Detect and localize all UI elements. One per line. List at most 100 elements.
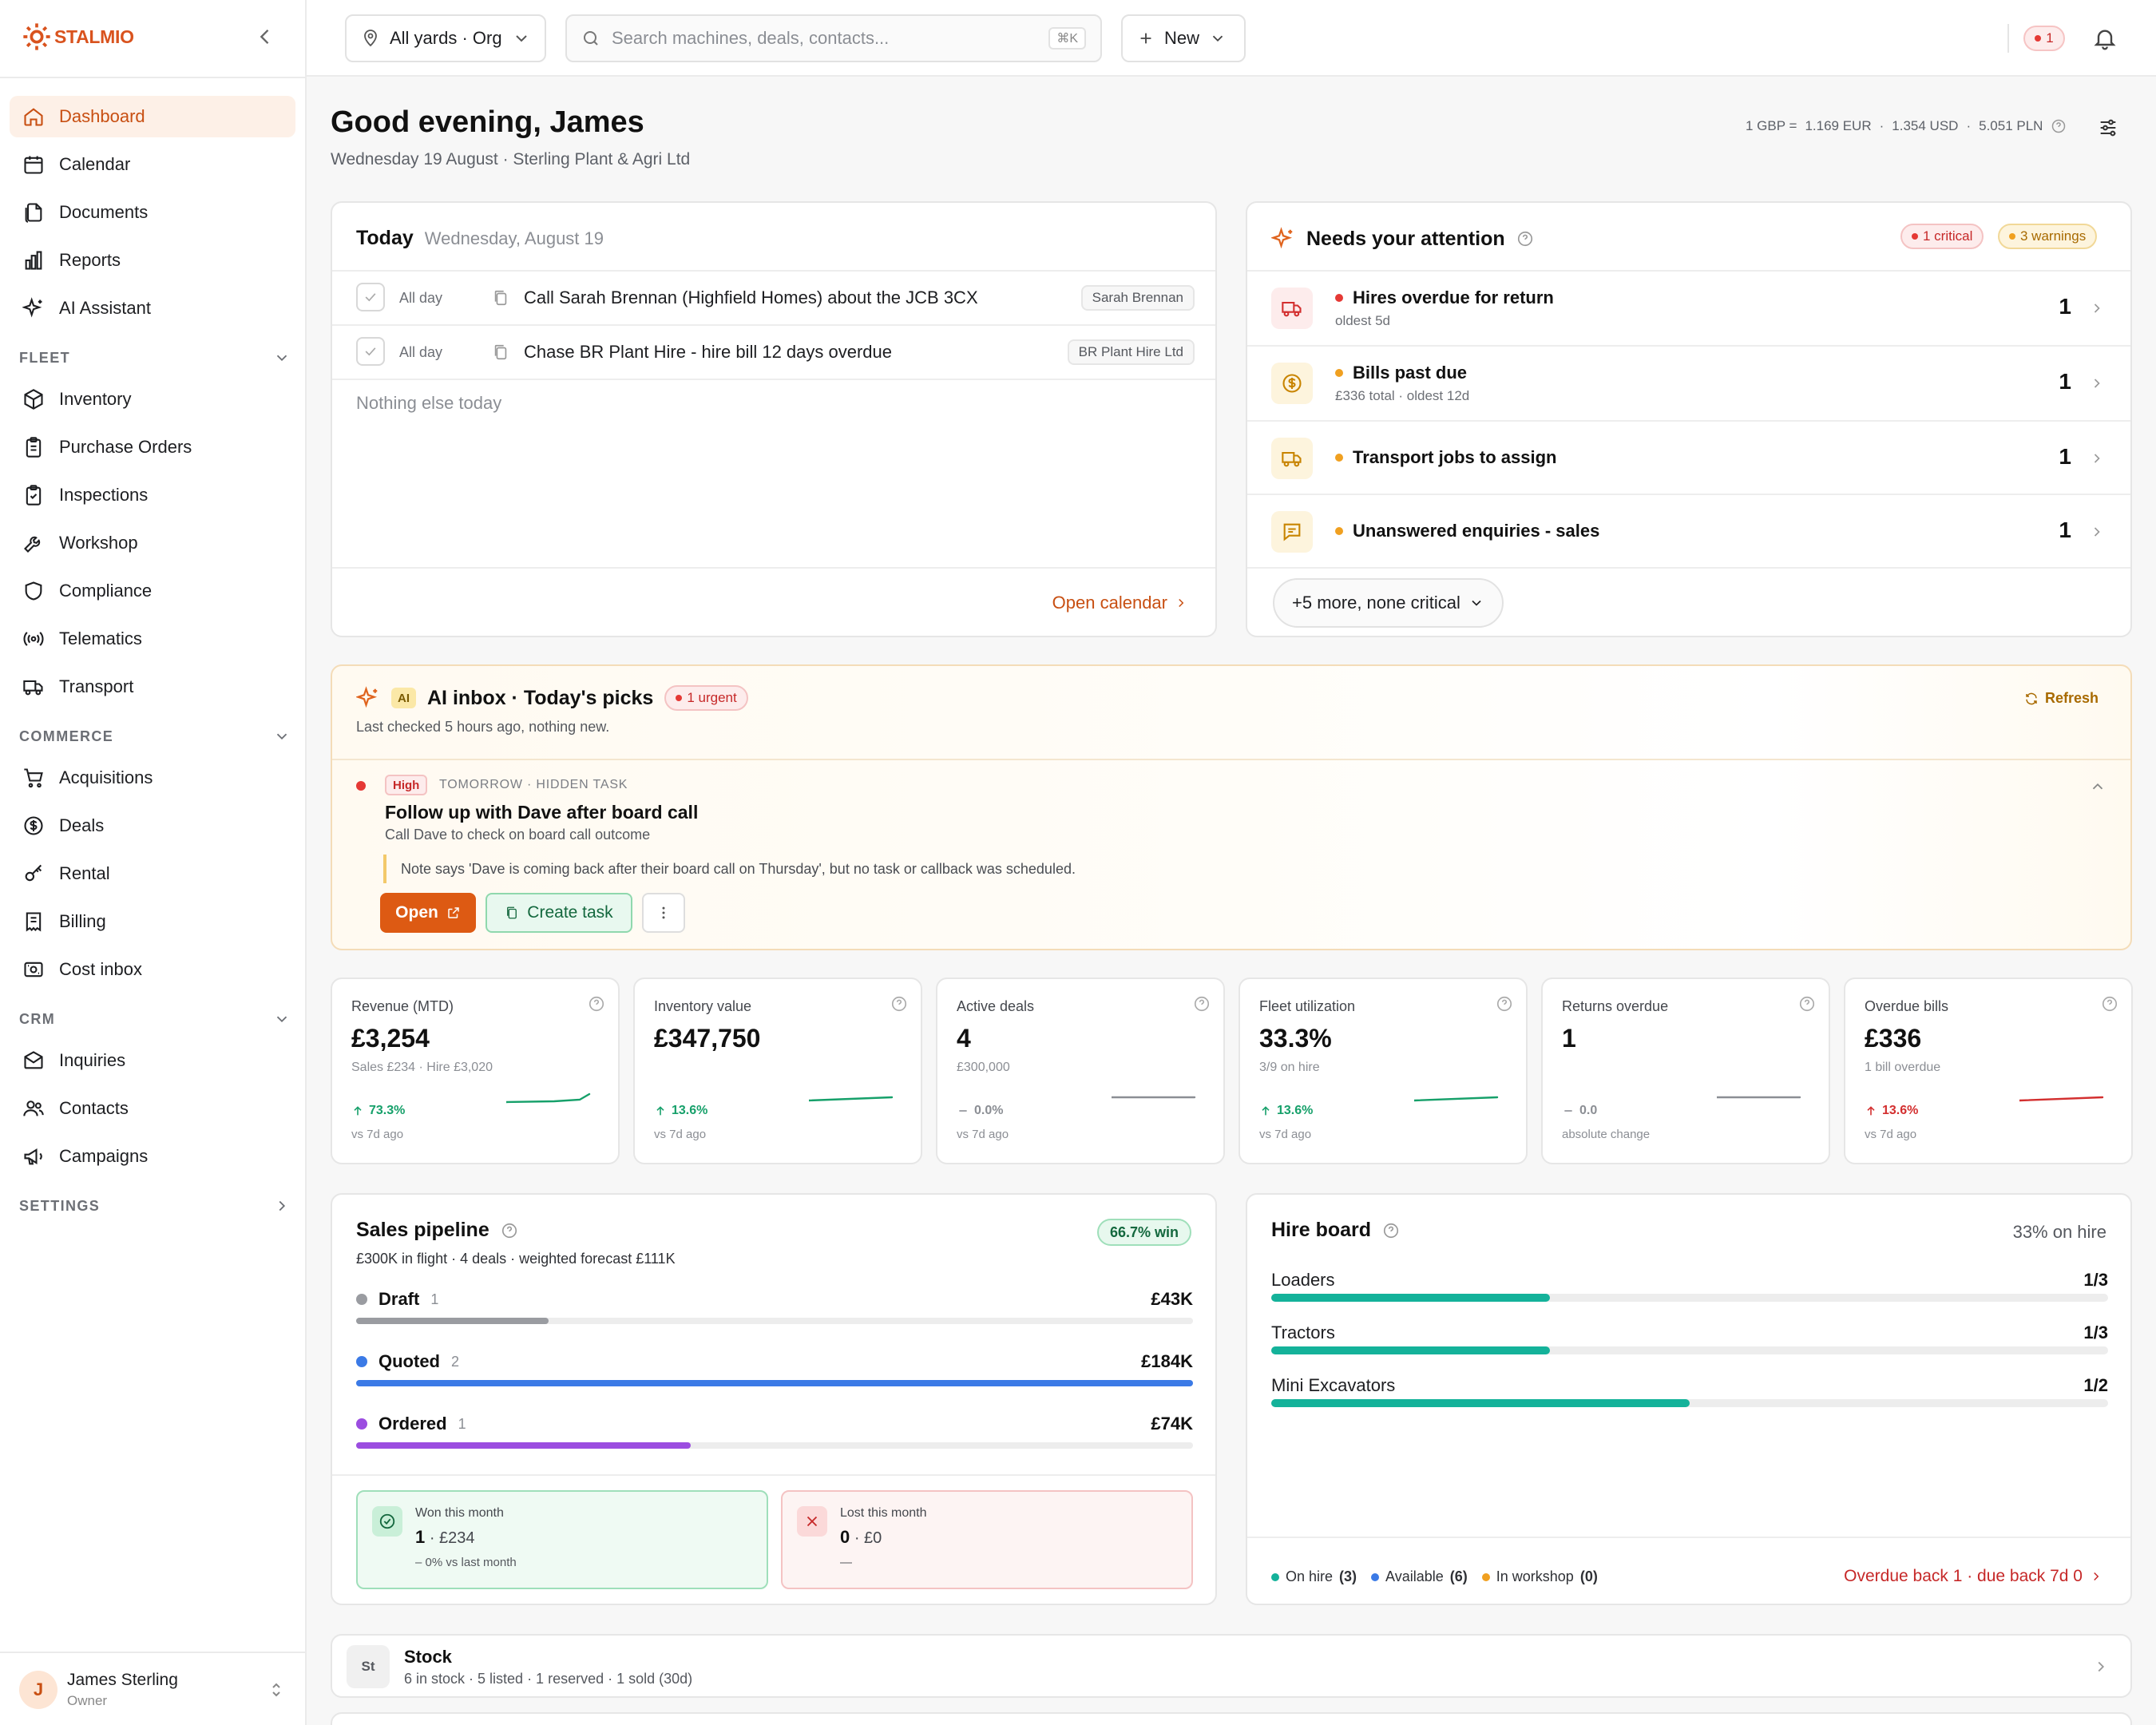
sidebar-item-campaigns[interactable]: Campaigns — [10, 1136, 295, 1177]
sidebar-item-contacts[interactable]: Contacts — [10, 1088, 295, 1129]
documents-icon — [25, 203, 42, 223]
task-checkbox[interactable] — [356, 283, 385, 311]
urgent-badge-text: 1 urgent — [687, 690, 737, 705]
task-row[interactable]: All day Call Sarah Brennan (Highfield Ho… — [332, 270, 1215, 324]
new-button[interactable]: New — [1121, 14, 1246, 62]
stage-value: £43K — [1151, 1289, 1193, 1309]
attention-row-transport-jobs[interactable]: Transport jobs to assign 1 — [1247, 420, 2130, 494]
help-icon[interactable] — [501, 1222, 518, 1239]
lost-this-month[interactable]: Lost this month 0 · £0 — — [781, 1490, 1193, 1589]
attention-row-unanswered-enquiries[interactable]: Unanswered enquiries - sales 1 — [1247, 494, 2130, 567]
truck-icon — [1271, 438, 1313, 479]
sidebar-item-label: Calendar — [59, 154, 131, 174]
stage-bar-fill — [356, 1442, 692, 1449]
search-input[interactable]: Search machines, deals, contacts... ⌘K — [565, 14, 1102, 62]
sidebar-item-billing[interactable]: Billing — [10, 901, 295, 942]
sidebar-item-documents[interactable]: Documents — [10, 192, 295, 233]
dash-icon — [959, 1110, 967, 1112]
overdue-link[interactable]: Overdue back 1 · due back 7d 0 — [1844, 1567, 2103, 1586]
stock-icon: St — [347, 1645, 390, 1688]
help-icon[interactable] — [2051, 118, 2067, 134]
collapse-sidebar-icon[interactable] — [254, 26, 276, 48]
logo[interactable]: STALMIO — [21, 21, 134, 53]
help-icon[interactable] — [588, 995, 605, 1013]
help-icon[interactable] — [1382, 1222, 1400, 1239]
hire-row[interactable]: Mini Excavators 1/2 — [1271, 1375, 2108, 1420]
customize-dashboard-icon[interactable] — [2097, 117, 2119, 139]
section-header-fleet[interactable]: FLEET — [19, 343, 291, 372]
kpi-card[interactable]: Overdue bills £336 1 bill overdue 13.6% vs 7… — [1844, 978, 2133, 1164]
sidebar-item-deals[interactable]: Deals — [10, 805, 295, 847]
pipeline-title: Sales pipeline — [356, 1219, 489, 1241]
bell-icon[interactable] — [2092, 26, 2118, 51]
sidebar-item-cost-inbox[interactable]: Cost inbox — [10, 949, 295, 990]
stock-row[interactable]: St Stock 6 in stock · 5 listed · 1 reser… — [331, 1634, 2132, 1698]
section-header-crm[interactable]: CRM — [19, 1005, 291, 1033]
sidebar-item-dashboard[interactable]: Dashboard — [10, 96, 295, 137]
fx-usd: 1.354 USD — [1892, 118, 1959, 133]
section-header-settings[interactable]: SETTINGS — [19, 1192, 291, 1220]
task-row[interactable]: All day Chase BR Plant Hire - hire bill … — [332, 324, 1215, 379]
pipeline-stage-ordered[interactable]: Ordered 1 £74K — [356, 1414, 1193, 1461]
help-icon[interactable] — [1193, 995, 1211, 1013]
show-more-button[interactable]: +5 more, none critical — [1273, 578, 1504, 628]
sidebar-item-calendar[interactable]: Calendar — [10, 144, 295, 185]
stage-bar-track — [356, 1318, 1193, 1324]
page-title: Good evening, James — [331, 105, 644, 139]
chevron-right-icon — [2094, 527, 2100, 537]
next-row[interactable] — [331, 1712, 2132, 1725]
sidebar-item-workshop[interactable]: Workshop — [10, 522, 295, 564]
open-button[interactable]: Open — [380, 893, 476, 933]
kpi-card[interactable]: Returns overdue 1 0.0 absolute change — [1541, 978, 1830, 1164]
help-icon[interactable] — [890, 995, 908, 1013]
external-link-icon — [448, 907, 459, 918]
help-icon[interactable] — [1496, 995, 1513, 1013]
pipeline-stage-draft[interactable]: Draft 1 £43K — [356, 1289, 1193, 1337]
sidebar-item-transport[interactable]: Transport — [10, 666, 295, 708]
inbox-icon — [24, 962, 43, 978]
task-contact-tag[interactable]: BR Plant Hire Ltd — [1067, 339, 1195, 365]
more-actions-button[interactable] — [642, 893, 685, 933]
attention-row-bills-past-due[interactable]: Bills past due £336 total · oldest 12d 1 — [1247, 345, 2130, 420]
task-checkbox[interactable] — [356, 337, 385, 366]
sidebar-item-compliance[interactable]: Compliance — [10, 570, 295, 612]
section-header-commerce[interactable]: COMMERCE — [19, 722, 291, 751]
kpi-card[interactable]: Fleet utilization 33.3% 3/9 on hire 13.6% vs… — [1239, 978, 1528, 1164]
sidebar-item-reports[interactable]: Reports — [10, 240, 295, 281]
pipeline-stage-quoted[interactable]: Quoted 2 £184K — [356, 1351, 1193, 1399]
kpi-card[interactable]: Active deals 4 £300,000 0.0% vs 7d ago — [936, 978, 1225, 1164]
sidebar-item-rental[interactable]: Rental — [10, 853, 295, 894]
kpi-delta: 73.3% — [351, 1104, 405, 1118]
won-this-month[interactable]: Won this month 1 · £234 – 0% vs last mon… — [356, 1490, 768, 1589]
refresh-button[interactable]: Refresh — [2024, 690, 2099, 707]
create-task-button[interactable]: Create task — [485, 893, 632, 933]
won-note: – 0% vs last month — [415, 1556, 517, 1569]
kpi-card[interactable]: Inventory value £347,750 13.6% vs 7d ago — [633, 978, 922, 1164]
kpi-comparison: absolute change — [1562, 1128, 1651, 1141]
topbar: All yards · Org Search machines, deals, … — [307, 0, 2156, 77]
sidebar-item-label: Rental — [59, 863, 110, 883]
sidebar-item-inquiries[interactable]: Inquiries — [10, 1040, 295, 1081]
sidebar-item-purchase-orders[interactable]: Purchase Orders — [10, 426, 295, 468]
kpi-card[interactable]: Revenue (MTD) £3,254 Sales £234 · Hire £3,… — [331, 978, 620, 1164]
attention-row-hires-overdue[interactable]: Hires overdue for return oldest 5d 1 — [1247, 270, 2130, 345]
critical-alert-badge[interactable]: 1 — [2023, 26, 2065, 51]
sidebar-item-acquisitions[interactable]: Acquisitions — [10, 757, 295, 799]
kpi-label: Fleet utilization — [1259, 998, 1356, 1014]
sidebar-item-inspections[interactable]: Inspections — [10, 474, 295, 516]
user-menu[interactable]: J James Sterling Owner — [0, 1652, 307, 1725]
help-icon[interactable] — [1516, 230, 1534, 248]
kpi-comparison: vs 7d ago — [957, 1128, 1009, 1141]
sidebar-item-inventory[interactable]: Inventory — [10, 379, 295, 420]
yard-selector[interactable]: All yards · Org — [345, 14, 546, 62]
help-icon[interactable] — [2101, 995, 2118, 1013]
hire-row[interactable]: Tractors 1/3 — [1271, 1322, 2108, 1367]
hire-row[interactable]: Loaders 1/3 — [1271, 1270, 2108, 1315]
legend-in-workshop: In workshop (0) — [1481, 1568, 1598, 1585]
open-calendar-link[interactable]: Open calendar — [1052, 593, 1188, 613]
chevron-up-icon[interactable] — [2089, 778, 2106, 795]
sidebar-item-telematics[interactable]: Telematics — [10, 618, 295, 660]
sidebar-item-ai-assistant[interactable]: AI Assistant — [10, 288, 295, 329]
task-contact-tag[interactable]: Sarah Brennan — [1080, 285, 1195, 311]
help-icon[interactable] — [1798, 995, 1816, 1013]
